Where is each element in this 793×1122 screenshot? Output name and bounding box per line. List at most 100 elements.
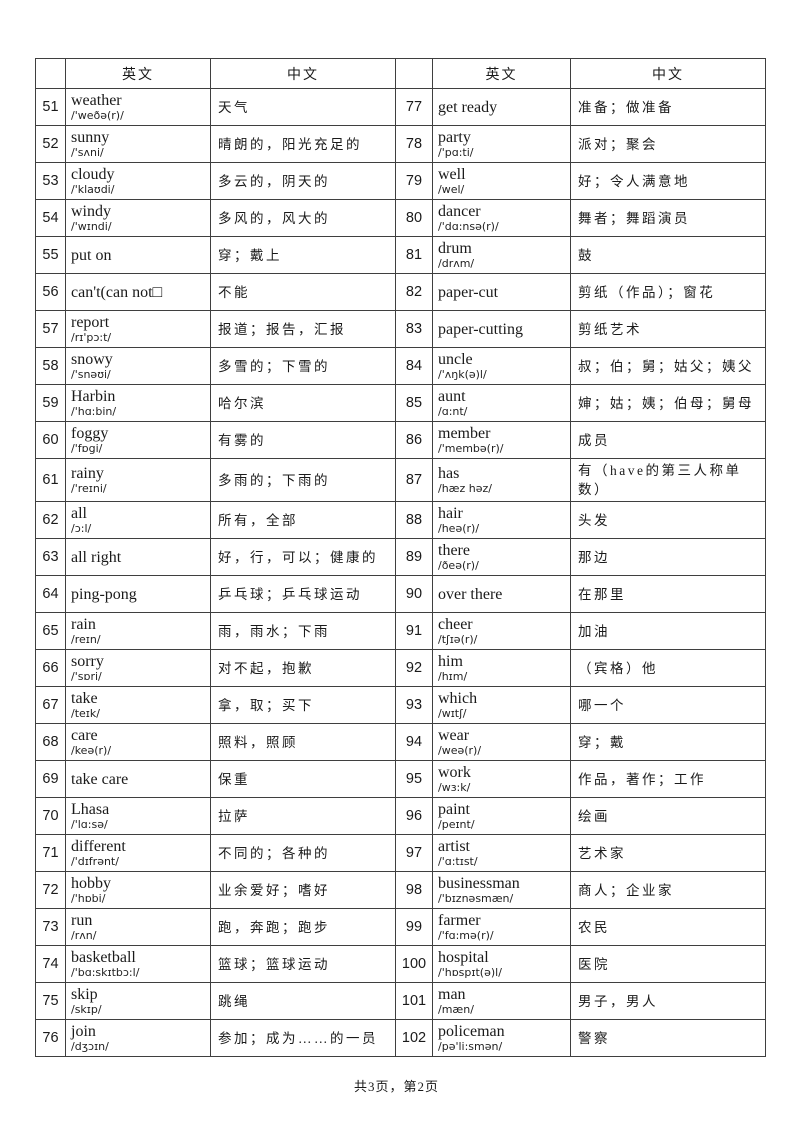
ipa-pronunciation: /'bɑ:skɪtbɔ:l/ <box>71 966 140 979</box>
english-cell: farmer/'fɑ:mə(r)/ <box>432 908 571 946</box>
ipa-pronunciation: /'membə(r)/ <box>438 442 504 455</box>
english-word: hobby <box>71 875 111 892</box>
ipa-pronunciation: /peɪnt/ <box>438 818 475 831</box>
row-number: 76 <box>35 1019 66 1057</box>
chinese-meaning: 医院 <box>570 945 766 983</box>
row-number: 95 <box>395 760 433 798</box>
english-cell: run/rʌn/ <box>65 908 211 946</box>
ipa-pronunciation: /'hɒbi/ <box>71 892 106 905</box>
row-number: 64 <box>35 575 66 613</box>
english-cell: cloudy/'klaʊdi/ <box>65 162 211 200</box>
chinese-meaning: 跳绳 <box>210 982 396 1020</box>
english-cell: ping-pong <box>65 575 211 613</box>
row-number: 92 <box>395 649 433 687</box>
ipa-pronunciation: /'pɑ:ti/ <box>438 146 474 159</box>
row-number: 75 <box>35 982 66 1020</box>
row-number: 89 <box>395 538 433 576</box>
english-cell: basketball/'bɑ:skɪtbɔ:l/ <box>65 945 211 983</box>
english-word: Harbin <box>71 388 116 405</box>
ipa-pronunciation: /mæn/ <box>438 1003 474 1016</box>
english-word: care <box>71 727 98 744</box>
row-number: 59 <box>35 384 66 422</box>
row-number: 71 <box>35 834 66 872</box>
ipa-pronunciation: /pə'li:smən/ <box>438 1040 503 1053</box>
chinese-meaning: 多云的，阴天的 <box>210 162 396 200</box>
header-row: 英文 中文 英文 中文 <box>35 58 766 89</box>
table-row: 59 Harbin/'hɑ:bin/哈尔滨 85 aunt/ɑ:nt/婶；姑；姨；伯母… <box>35 384 766 422</box>
chinese-meaning: 不同的；各种的 <box>210 834 396 872</box>
english-word: has <box>438 465 460 482</box>
row-number: 58 <box>35 347 66 385</box>
ipa-pronunciation: /'ʌŋk(ə)l/ <box>438 368 487 381</box>
ipa-pronunciation: /skɪp/ <box>71 1003 102 1016</box>
header-english-right: 英文 <box>432 58 571 89</box>
english-word: him <box>438 653 463 670</box>
english-word: foggy <box>71 425 109 442</box>
table-row: 73 run/rʌn/跑，奔跑；跑步 99 farmer/'fɑ:mə(r)/农民 <box>35 908 766 946</box>
table-row: 63 all right 好，行，可以；健康的 89 there/ðeə(r)/那边 <box>35 538 766 576</box>
english-cell: man/mæn/ <box>432 982 571 1020</box>
english-cell: put on <box>65 236 211 274</box>
english-cell: paint/peɪnt/ <box>432 797 571 835</box>
chinese-meaning: 鼓 <box>570 236 766 274</box>
header-chinese-left: 中文 <box>210 58 396 89</box>
row-number: 77 <box>395 88 433 126</box>
row-number: 97 <box>395 834 433 872</box>
table-row: 58 snowy/'snəʊi/多雪的；下雪的 84 uncle/'ʌŋk(ə)l/叔… <box>35 347 766 385</box>
chinese-meaning: 报道；报告，汇报 <box>210 310 396 348</box>
header-number-left <box>35 58 66 89</box>
english-cell: rain/reɪn/ <box>65 612 211 650</box>
row-number: 94 <box>395 723 433 761</box>
ipa-pronunciation: /heə(r)/ <box>438 522 480 535</box>
ipa-pronunciation: /'reɪni/ <box>71 482 107 495</box>
english-cell: over there <box>432 575 571 613</box>
chinese-meaning: 多雪的；下雪的 <box>210 347 396 385</box>
chinese-meaning: 在那里 <box>570 575 766 613</box>
ipa-pronunciation: /'dɑ:nsə(r)/ <box>438 220 499 233</box>
ipa-pronunciation: /'hɑ:bin/ <box>71 405 117 418</box>
table-row: 72 hobby/'hɒbi/业余爱好；嗜好 98 businessman/'bɪzn… <box>35 871 766 909</box>
header-english-left: 英文 <box>65 58 211 89</box>
table-row: 71 different/'dɪfrənt/不同的；各种的 97 artist/'ɑ:… <box>35 834 766 872</box>
english-cell: artist/'ɑ:tɪst/ <box>432 834 571 872</box>
english-cell: hobby/'hɒbi/ <box>65 871 211 909</box>
table-row: 75 skip/skɪp/跳绳 101 man/mæn/男子，男人 <box>35 982 766 1020</box>
row-number: 80 <box>395 199 433 237</box>
english-cell: windy/'wɪndi/ <box>65 199 211 237</box>
table-row: 56 can't(can not□ 不能 82 paper-cut 剪纸（作品）；窗花 <box>35 273 766 311</box>
table-row: 62 all/ɔ:l/所有，全部 88 hair/heə(r)/头发 <box>35 501 766 539</box>
row-number: 87 <box>395 458 433 502</box>
ipa-pronunciation: /rɪ'pɔ:t/ <box>71 331 112 344</box>
english-word: take care <box>71 770 129 788</box>
ipa-pronunciation: /'dɪfrənt/ <box>71 855 119 868</box>
ipa-pronunciation: /teɪk/ <box>71 707 100 720</box>
row-number: 66 <box>35 649 66 687</box>
chinese-meaning: 叔；伯；舅；姑父；姨父 <box>570 347 766 385</box>
english-word: skip <box>71 986 98 1003</box>
ipa-pronunciation: /'klaʊdi/ <box>71 183 115 196</box>
english-word: member <box>438 425 491 442</box>
english-word: artist <box>438 838 470 855</box>
english-cell: skip/skɪp/ <box>65 982 211 1020</box>
row-number: 98 <box>395 871 433 909</box>
row-number: 65 <box>35 612 66 650</box>
chinese-meaning: 舞者；舞蹈演员 <box>570 199 766 237</box>
english-cell: drum/drʌm/ <box>432 236 571 274</box>
chinese-meaning: 不能 <box>210 273 396 311</box>
row-number: 93 <box>395 686 433 724</box>
table-header: 英文 中文 英文 中文 <box>35 58 766 89</box>
english-cell: aunt/ɑ:nt/ <box>432 384 571 422</box>
english-cell: businessman/'bɪznəsmæn/ <box>432 871 571 909</box>
row-number: 61 <box>35 458 66 502</box>
english-cell: all/ɔ:l/ <box>65 501 211 539</box>
ipa-pronunciation: /ɑ:nt/ <box>438 405 468 418</box>
chinese-meaning: 乒乓球；乒乓球运动 <box>210 575 396 613</box>
row-number: 67 <box>35 686 66 724</box>
english-cell: take/teɪk/ <box>65 686 211 724</box>
header-number-right <box>395 58 433 89</box>
row-number: 81 <box>395 236 433 274</box>
chinese-meaning: 派对；聚会 <box>570 125 766 163</box>
chinese-meaning: 剪纸（作品）；窗花 <box>570 273 766 311</box>
english-cell: uncle/'ʌŋk(ə)l/ <box>432 347 571 385</box>
